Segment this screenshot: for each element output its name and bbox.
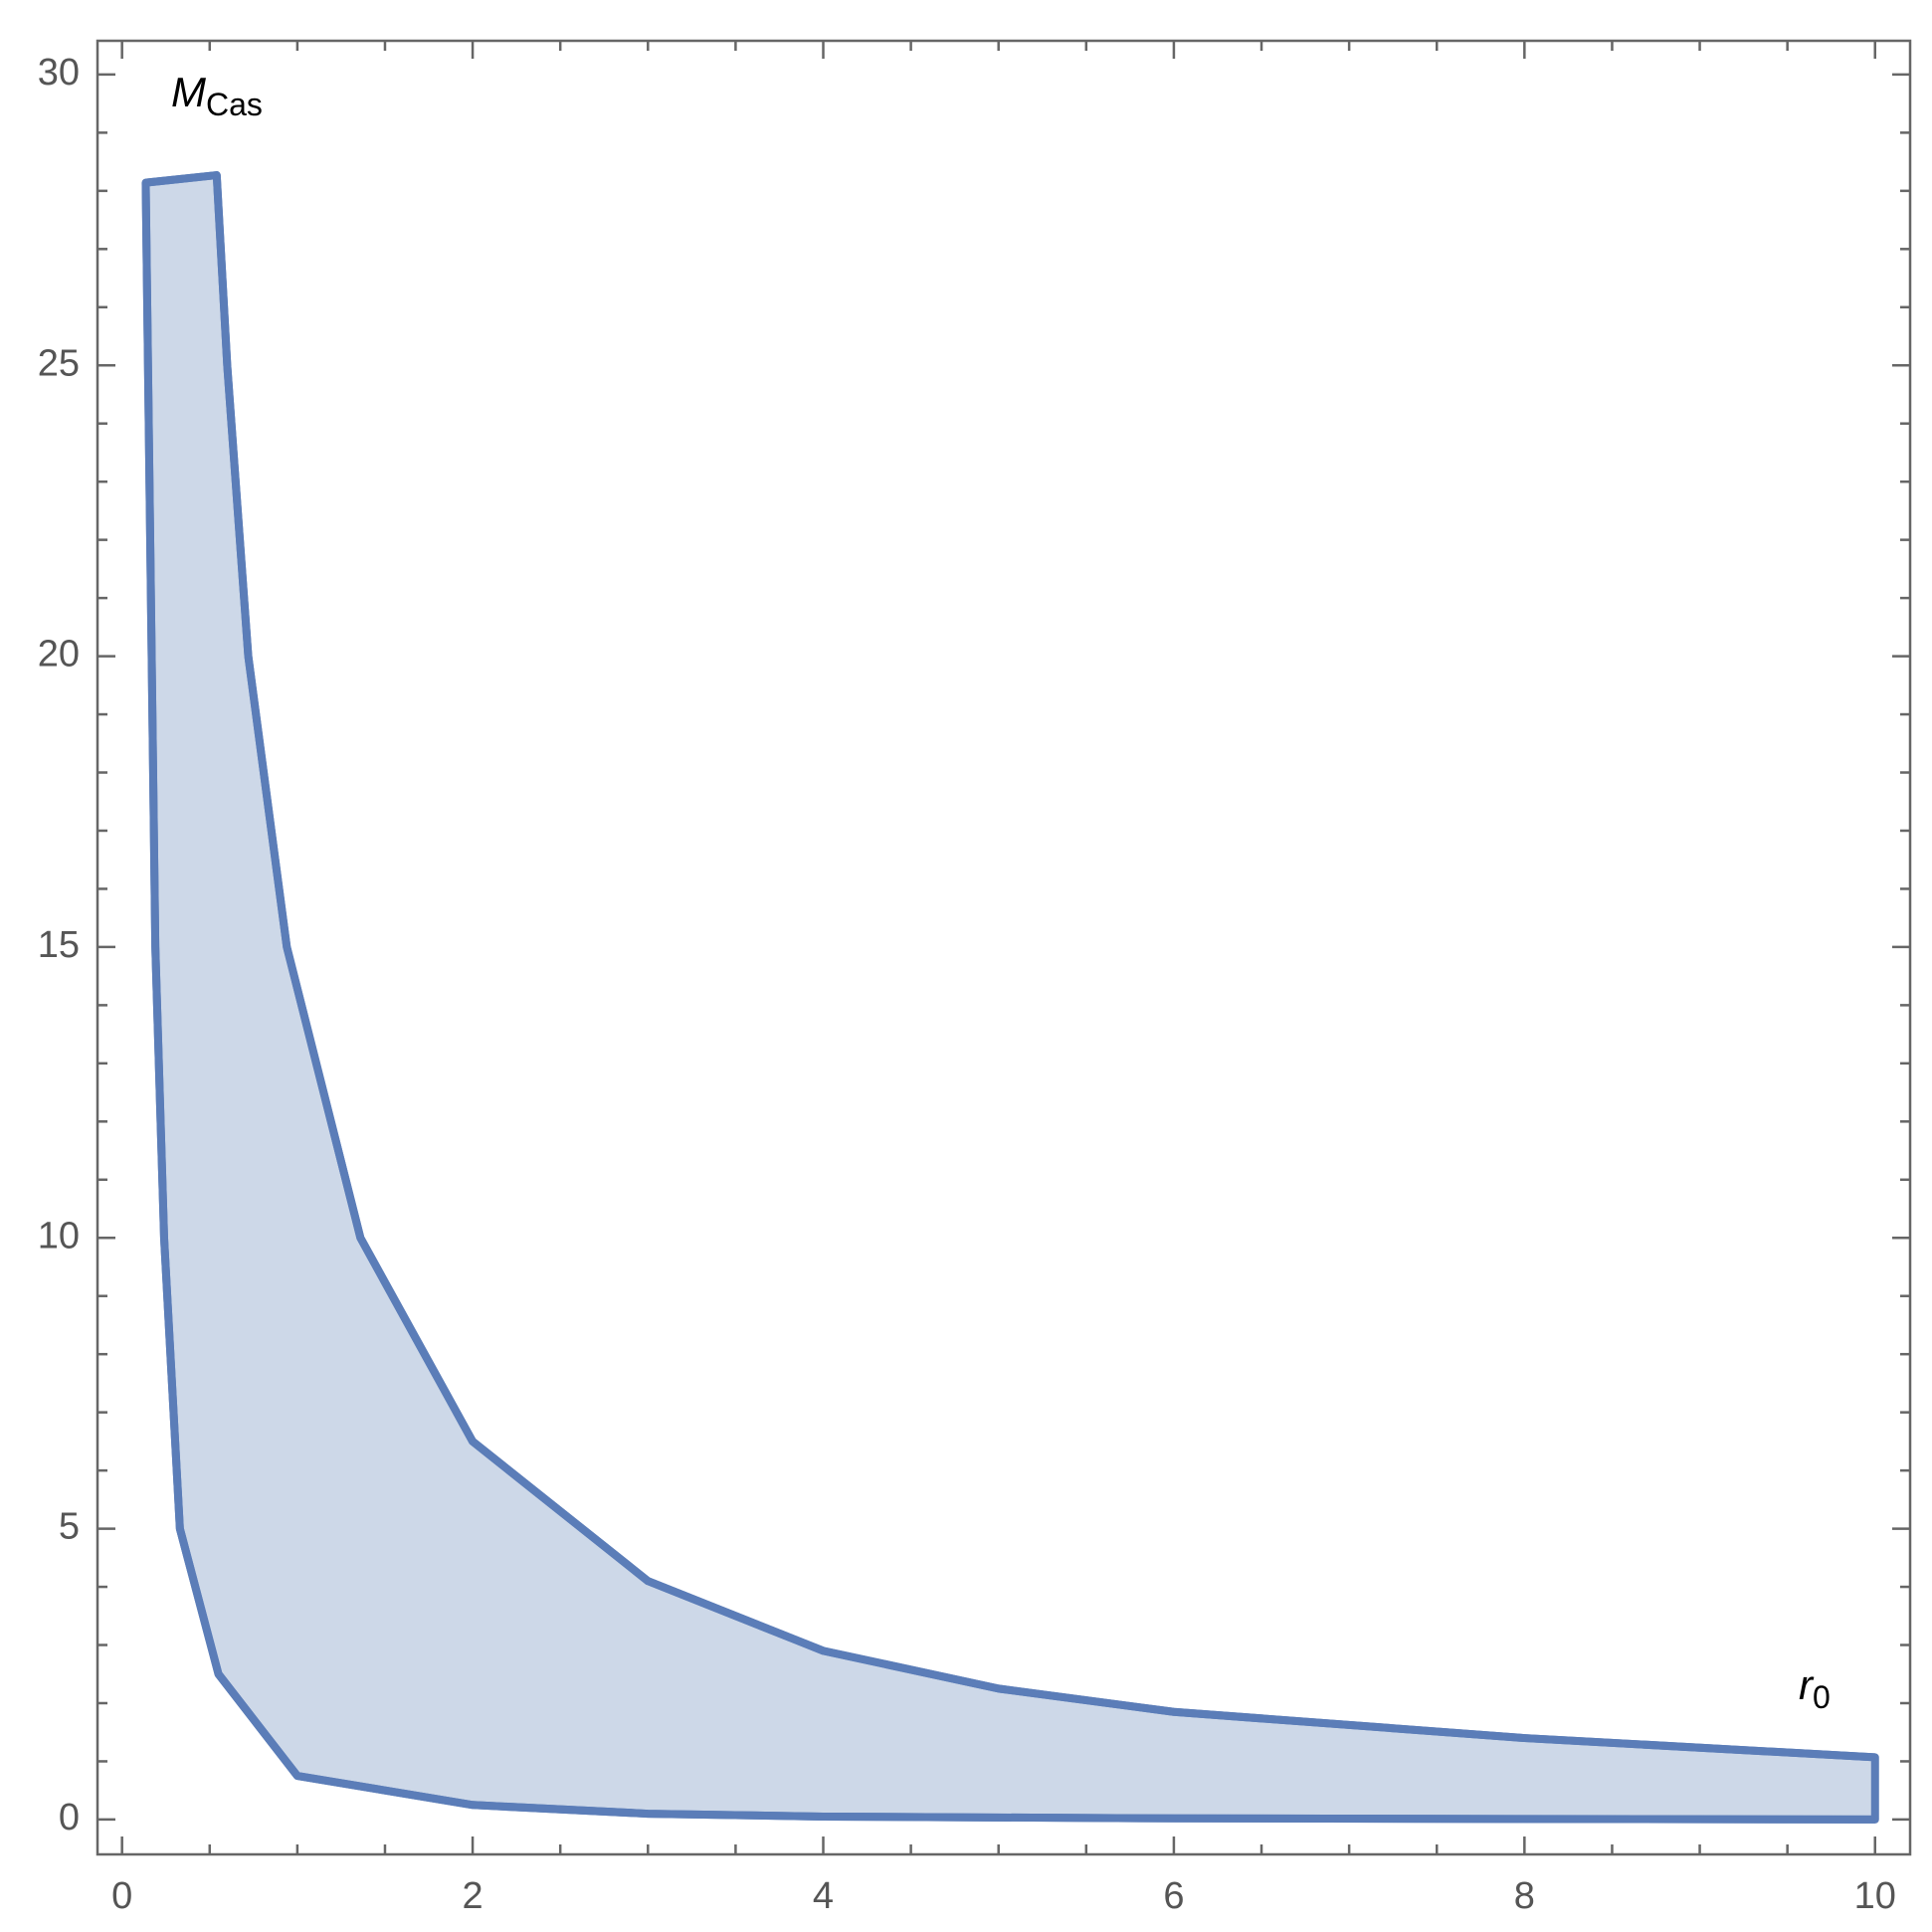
y-tick-label: 25 [38,342,80,384]
boundary-upper [145,171,1875,1762]
y-tick-label: 0 [59,1797,80,1838]
x-tick-label: 0 [111,1875,132,1917]
y-tick-label: 30 [38,52,80,94]
x-tick-label: 8 [1514,1875,1535,1917]
y-tick-label: 10 [38,1215,80,1256]
region-fill [141,171,1879,1824]
x-axis-label: r0 [1799,1661,1831,1715]
y-axis-label: MCas [171,69,263,122]
y-tick-label: 20 [38,634,80,676]
x-tick-label: 4 [813,1875,834,1917]
x-tick-label: 10 [1854,1875,1896,1917]
x-label-sub: 0 [1813,1679,1831,1715]
y-tick-label: 15 [38,924,80,966]
x-tick-label: 2 [463,1875,483,1917]
x-label-main: r [1799,1661,1815,1708]
y-label-sub: Cas [206,87,263,122]
x-tick-label: 6 [1163,1875,1184,1917]
y-label-main: M [171,69,206,115]
boundary-lower [141,182,1875,1824]
y-tick-label: 5 [59,1506,80,1548]
